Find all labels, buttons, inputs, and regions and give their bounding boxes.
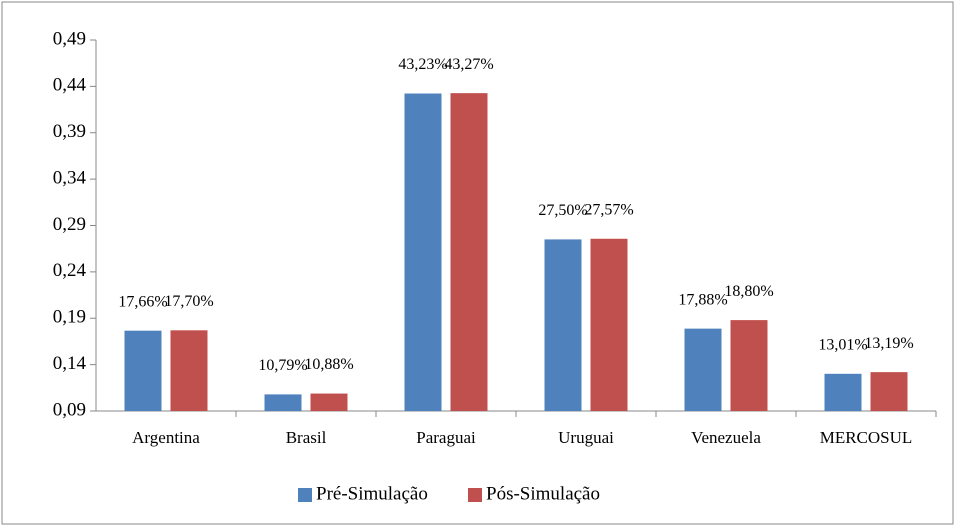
bar [544,239,582,411]
value-label: 43,23% [398,56,447,73]
legend-swatch [298,488,312,502]
bar [730,320,768,411]
y-tick-label: 0,24 [53,260,87,281]
x-tick-label: Uruguai [558,428,614,447]
x-tick-label: Brasil [286,428,327,447]
legend-label: Pós-Simulação [486,483,600,504]
y-tick-label: 0,44 [53,75,87,96]
bar [824,373,862,411]
x-tick-label: MERCOSUL [820,428,913,447]
value-label: 27,57% [584,201,633,218]
legend-swatch [468,488,482,502]
value-label: 17,66% [118,293,167,310]
value-label: 17,70% [164,293,213,310]
bar [684,328,722,411]
y-tick-label: 0,49 [53,28,86,49]
x-tick-label: Venezuela [691,428,761,447]
bar [590,238,628,411]
value-label: 13,01% [818,336,867,353]
bar [264,394,302,411]
bar [450,93,488,411]
x-tick-label: Argentina [132,428,200,447]
value-label: 18,80% [724,283,773,300]
bar [124,330,162,411]
y-tick-label: 0,09 [53,399,86,420]
value-label: 17,88% [678,291,727,308]
value-label: 13,19% [864,335,913,352]
value-label: 10,88% [304,356,353,373]
y-tick-label: 0,39 [53,121,86,142]
value-label: 43,27% [444,56,493,73]
bar [870,372,908,411]
bar [404,93,442,411]
value-label: 27,50% [538,202,587,219]
y-tick-label: 0,14 [53,353,87,374]
bar [310,393,348,411]
x-tick-label: Paraguai [416,428,476,447]
bar [170,330,208,411]
value-label: 10,79% [258,357,307,374]
legend-label: Pré-Simulação [316,483,428,504]
y-tick-label: 0,19 [53,307,86,328]
y-tick-label: 0,34 [53,167,87,188]
y-tick-label: 0,29 [53,214,86,235]
